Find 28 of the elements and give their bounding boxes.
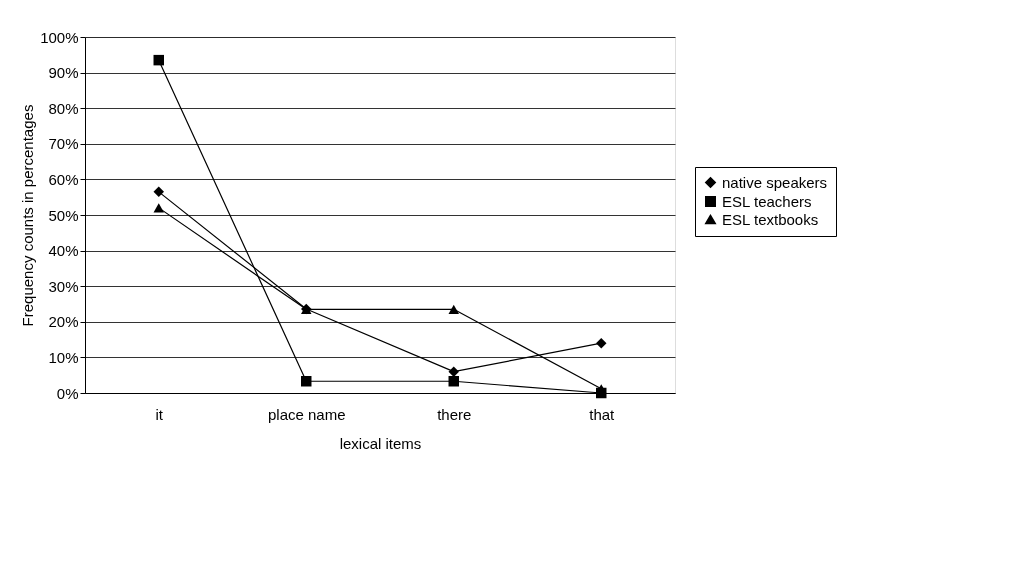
y-tick-label: 100% xyxy=(40,28,79,46)
point xyxy=(448,376,459,387)
legend-label: native speakers xyxy=(722,173,828,191)
y-tick-label: 20% xyxy=(48,313,79,331)
point xyxy=(448,366,459,377)
y-tick-label: 80% xyxy=(48,99,79,117)
x-tick-label: there xyxy=(437,405,472,423)
x-tick-label: it xyxy=(155,405,164,423)
legend-label: ESL teachers xyxy=(722,192,812,210)
point xyxy=(153,54,164,66)
y-tick-label: 40% xyxy=(48,242,79,260)
y-tick-label: 90% xyxy=(48,64,79,82)
point xyxy=(448,304,459,314)
y-axis-title: Frequency counts in percentages xyxy=(19,104,37,327)
y-tick-label: 70% xyxy=(48,135,79,153)
point xyxy=(153,186,164,198)
point xyxy=(596,337,607,349)
y-tick-label: 0% xyxy=(56,384,79,402)
y-tick-label: 60% xyxy=(48,170,79,188)
y-tick-label: 50% xyxy=(48,206,79,224)
x-tick-label: place name xyxy=(267,405,346,423)
x-tick-label: that xyxy=(589,405,616,423)
legend-label: ESL textbooks xyxy=(722,210,819,228)
point xyxy=(301,376,312,387)
y-tick-label: 30% xyxy=(48,277,79,295)
y-tick-label: 10% xyxy=(48,348,79,366)
point xyxy=(153,203,164,213)
x-axis-title: lexical items xyxy=(339,434,422,452)
